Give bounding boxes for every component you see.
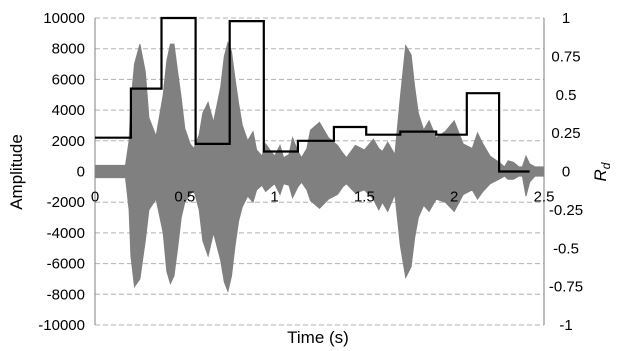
y-tick-label: 10000: [43, 10, 85, 27]
y-tick-label: 4000: [52, 102, 85, 119]
y2-axis-title-main: R: [591, 169, 610, 181]
y2-axis-title-subscript: d: [599, 162, 613, 169]
x-tick-label: 1: [270, 189, 278, 206]
y-tick-label: 2000: [52, 133, 85, 150]
x-tick-label: 2.5: [534, 189, 555, 206]
y-tick-label: -6000: [47, 256, 85, 273]
y-tick-label: -8000: [47, 286, 85, 303]
y-tick-label: 8000: [52, 41, 85, 58]
y2-tick-label: -0.75: [549, 279, 583, 296]
y2-tick-label: -1: [559, 317, 572, 334]
rd-step-path: [95, 16, 530, 173]
y-axis-title: Amplitude: [7, 134, 26, 210]
y-tick-label: -4000: [47, 225, 85, 242]
y2-tick-label: -0.25: [549, 202, 583, 219]
y-tick-label: -10000: [38, 317, 85, 334]
y2-tick-label: 0.25: [551, 125, 580, 142]
tick-labels: 10000 8000 6000 4000 2000 0 -2000 -4000 -6000 -80…: [38, 10, 583, 334]
x-tick-label: 0.5: [174, 189, 195, 206]
y2-tick-label: 1: [562, 10, 570, 27]
x-tick-label: 0: [91, 189, 99, 206]
y-tick-label: 0: [77, 164, 85, 181]
y2-tick-label: -0.5: [553, 240, 579, 257]
y2-tick-label: 0.75: [551, 48, 580, 65]
x-axis-title: Time (s): [287, 328, 349, 347]
y2-tick-label: 0: [562, 164, 570, 181]
rd-step-line: [95, 16, 530, 173]
x-tick-label: 1.5: [354, 189, 375, 206]
axes: [94, 18, 545, 325]
y2-axis-title: Rd: [591, 162, 613, 181]
y2-tick-label: 0.5: [556, 87, 577, 104]
y-tick-label: -2000: [47, 194, 85, 211]
x-tick-label: 2: [450, 189, 458, 206]
y-tick-label: 6000: [52, 71, 85, 88]
